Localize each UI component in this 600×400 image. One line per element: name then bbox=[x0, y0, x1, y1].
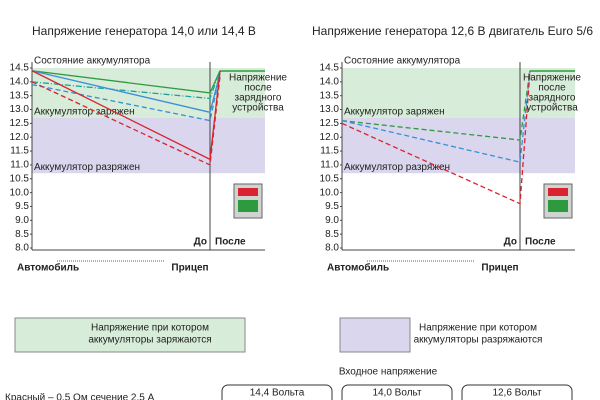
y-tick-label: 9.0 bbox=[325, 215, 339, 226]
band bbox=[32, 117, 265, 174]
charger-icon bbox=[543, 183, 573, 219]
chart-subtitle: Состояние аккумулятора bbox=[344, 56, 461, 67]
y-tick-label: 12.0 bbox=[320, 132, 340, 143]
y-tick-label: 12.5 bbox=[10, 118, 30, 129]
x-label: Прицеп bbox=[171, 263, 208, 274]
y-tick-label: 10.0 bbox=[10, 187, 30, 198]
y-tick-label: 13.5 bbox=[320, 90, 340, 101]
y-tick-label: 14.0 bbox=[10, 76, 30, 87]
y-tick-label: 14.5 bbox=[320, 63, 340, 74]
y-tick-label: 9.5 bbox=[15, 201, 29, 212]
x-label: Автомобиль bbox=[327, 262, 389, 274]
series-line bbox=[31, 73, 221, 122]
annotation: зарядного bbox=[529, 93, 576, 104]
y-tick-label: 9.5 bbox=[325, 201, 339, 212]
y-tick-label: 11.0 bbox=[320, 160, 339, 171]
voltage-label: 14,4 Вольта bbox=[250, 388, 305, 399]
band-label: Аккумулятор разряжен bbox=[344, 162, 450, 173]
series-line bbox=[341, 70, 531, 163]
y-tick-label: 11.5 bbox=[10, 146, 29, 157]
legend-text: Напряжение при котором bbox=[419, 323, 537, 334]
y-tick-label: 13.0 bbox=[10, 104, 30, 115]
voltage-button bbox=[461, 384, 573, 400]
x-label: После bbox=[525, 237, 556, 248]
charger-screen bbox=[548, 188, 568, 196]
y-tick-label: 13.5 bbox=[10, 90, 30, 101]
legend-text: аккумуляторы заряжаются bbox=[88, 335, 211, 346]
y-tick-label: 11.0 bbox=[10, 160, 29, 171]
x-label: Автомобиль bbox=[17, 262, 79, 274]
annotation: устройства bbox=[232, 103, 284, 114]
series-line bbox=[341, 70, 531, 141]
x-label: Прицеп bbox=[481, 263, 518, 274]
x-label: До bbox=[194, 237, 207, 248]
band-label: Аккумулятор заряжен bbox=[344, 106, 445, 117]
annotation: Напряжение bbox=[229, 73, 287, 84]
charger-icon bbox=[233, 183, 263, 219]
chart-title: Напряжение генератора 12,6 В двигатель E… bbox=[312, 24, 593, 38]
y-tick-label: 8.0 bbox=[15, 243, 29, 254]
series-line bbox=[341, 70, 531, 205]
footnote: Красный – 0,5 Ом сечение 2,5 А bbox=[5, 393, 155, 400]
y-tick-label: 8.5 bbox=[15, 229, 29, 240]
charger-screen bbox=[238, 188, 258, 196]
voltage-button bbox=[341, 384, 453, 400]
y-tick-label: 10.5 bbox=[10, 173, 30, 184]
legend-box bbox=[339, 317, 411, 353]
y-tick-label: 12.5 bbox=[320, 118, 340, 129]
x-label: После bbox=[215, 237, 246, 248]
band bbox=[32, 68, 265, 118]
charger-panel bbox=[548, 200, 568, 212]
y-tick-label: 8.5 bbox=[325, 229, 339, 240]
y-tick-label: 11.5 bbox=[320, 146, 339, 157]
annotation: устройства bbox=[526, 103, 578, 114]
legend-text: Напряжение при котором bbox=[91, 323, 209, 334]
y-tick-label: 8.0 bbox=[325, 243, 339, 254]
charger-panel bbox=[238, 200, 258, 212]
y-tick-label: 12.0 bbox=[10, 132, 30, 143]
series-line bbox=[31, 76, 221, 166]
input-voltage-title: Входное напряжение bbox=[339, 367, 438, 378]
band-label: Аккумулятор разряжен bbox=[34, 162, 140, 173]
legend-box bbox=[14, 317, 246, 353]
annotation: после bbox=[538, 83, 566, 94]
annotation: зарядного bbox=[235, 93, 282, 104]
y-tick-label: 10.5 bbox=[320, 173, 340, 184]
annotation: после bbox=[244, 83, 272, 94]
y-tick-label: 14.0 bbox=[320, 76, 340, 87]
voltage-label: 14,0 Вольт bbox=[372, 388, 422, 399]
chart-subtitle: Состояние аккумулятора bbox=[34, 56, 151, 67]
legend-text: аккумуляторы разряжаются bbox=[414, 335, 543, 346]
y-tick-label: 13.0 bbox=[320, 104, 340, 115]
voltage-label: 12,6 Вольт bbox=[492, 388, 542, 399]
y-tick-label: 14.5 bbox=[10, 63, 30, 74]
annotation: Напряжение bbox=[523, 73, 581, 84]
x-label: До bbox=[504, 237, 517, 248]
voltage-button bbox=[221, 384, 333, 400]
band bbox=[342, 117, 575, 174]
band bbox=[342, 68, 575, 118]
chart-title: Напряжение генератора 14,0 или 14,4 В bbox=[32, 24, 256, 38]
y-tick-label: 10.0 bbox=[320, 187, 340, 198]
y-tick-label: 9.0 bbox=[15, 215, 29, 226]
band-label: Аккумулятор заряжен bbox=[34, 106, 135, 117]
series-line bbox=[31, 70, 221, 100]
